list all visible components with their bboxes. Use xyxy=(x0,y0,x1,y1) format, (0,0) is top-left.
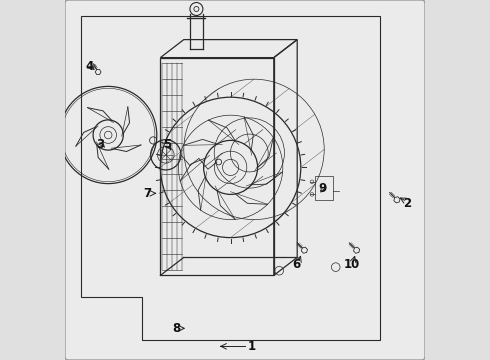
Text: 6: 6 xyxy=(293,258,300,271)
Text: 10: 10 xyxy=(344,258,361,271)
Text: 7: 7 xyxy=(144,187,152,200)
Text: 9: 9 xyxy=(318,183,326,195)
Text: 2: 2 xyxy=(403,197,411,210)
Text: 3: 3 xyxy=(96,138,104,150)
Text: 8: 8 xyxy=(172,322,180,335)
Text: 4: 4 xyxy=(85,60,94,73)
Text: 1: 1 xyxy=(248,340,256,353)
Text: 5: 5 xyxy=(164,138,171,151)
FancyBboxPatch shape xyxy=(65,0,425,360)
Bar xyxy=(315,176,333,200)
